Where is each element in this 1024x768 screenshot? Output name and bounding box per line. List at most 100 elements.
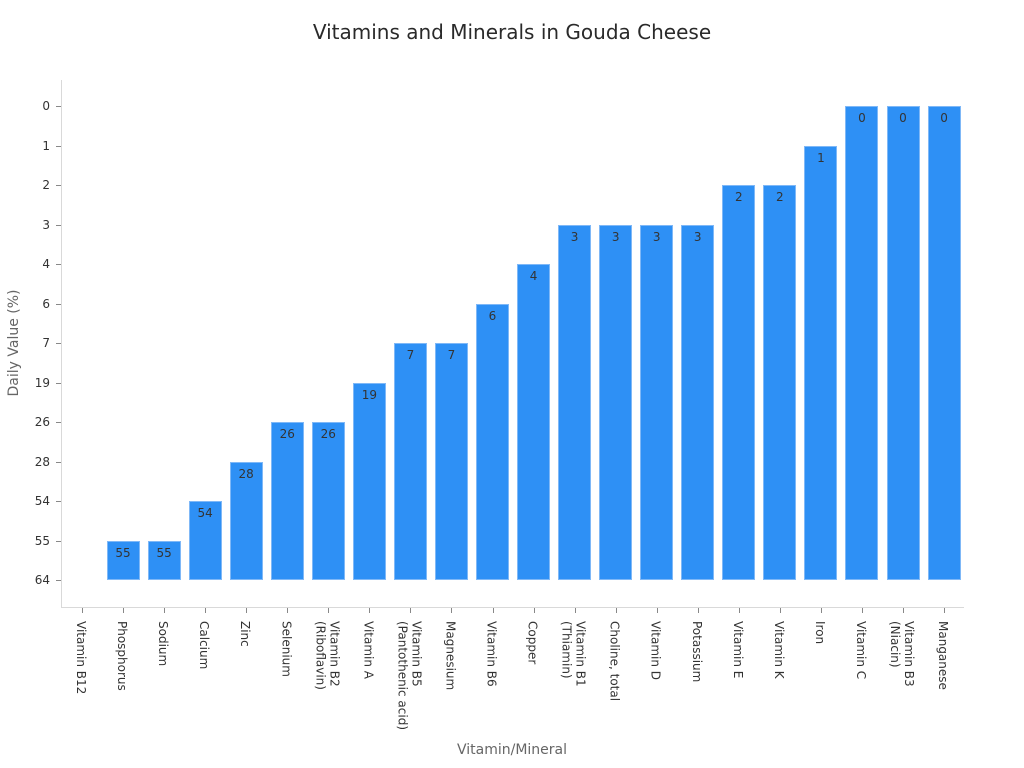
bar-value-label: 0 [858, 111, 866, 125]
y-tick-label: 2 [42, 178, 50, 192]
x-tick-label: Vitamin E [730, 621, 745, 679]
bar: 19 [352, 382, 386, 580]
bar: 26 [270, 422, 304, 580]
y-tick [56, 185, 61, 186]
bar-value-label: 3 [652, 229, 661, 244]
x-tick [944, 608, 946, 613]
bar: 4 [517, 264, 551, 580]
x-tick [738, 608, 740, 613]
y-tick-label: 55 [34, 533, 50, 548]
x-tick-label: Vitamin D [648, 621, 663, 681]
x-axis-title: Vitamin/Mineral [456, 742, 568, 758]
x-tick [492, 608, 494, 613]
y-tick-label: 54 [34, 494, 50, 508]
bar-value-label: 0 [899, 111, 907, 125]
y-tick-label: 64 [34, 573, 50, 587]
x-tick [574, 608, 576, 613]
x-tick-label: Vitamin B2 (Riboflavin) [313, 621, 342, 690]
bar: 7 [393, 343, 427, 580]
y-tick [56, 501, 61, 502]
bar-value-label: 2 [776, 190, 784, 204]
x-tick [533, 608, 535, 613]
bar: 3 [558, 224, 592, 580]
y-tick-label: 28 [34, 454, 50, 469]
x-tick [410, 608, 412, 613]
x-tick [123, 608, 125, 613]
bar: 7 [434, 343, 468, 580]
bar: 3 [599, 224, 633, 580]
bar-value-label: 28 [238, 466, 254, 481]
bar: 54 [188, 501, 222, 580]
x-tick-label: Calcium [197, 621, 212, 670]
x-tick [697, 608, 699, 613]
x-tick [287, 608, 289, 613]
bar-value-label: 26 [320, 427, 336, 441]
bar: 2 [763, 185, 797, 580]
x-tick-label: Zinc [238, 621, 253, 647]
y-tick [56, 343, 61, 344]
x-tick-label: Potassium [689, 621, 704, 683]
x-tick [656, 608, 658, 613]
x-tick [451, 608, 453, 613]
y-tick [56, 540, 61, 542]
y-tick-label: 1 [42, 138, 50, 153]
x-tick-label: Vitamin K [771, 621, 786, 679]
bar: 2 [722, 185, 756, 580]
bar: 3 [681, 224, 715, 580]
bar: 26 [311, 422, 345, 580]
y-tick [56, 145, 61, 147]
x-tick-label: Magnesium [443, 621, 458, 691]
bar-value-label: 55 [156, 545, 172, 560]
bar-value-label: 2 [734, 190, 743, 204]
y-tick-label: 26 [34, 415, 50, 429]
x-tick-label: Vitamin A [361, 621, 376, 679]
x-tick [328, 608, 330, 613]
bar-value-label: 7 [406, 348, 415, 362]
x-tick [861, 608, 863, 613]
y-tick [56, 580, 61, 581]
x-tick-label: Vitamin B12 [74, 621, 88, 695]
bar-value-label: 55 [115, 545, 131, 560]
x-tick-label: Phosphorus [115, 621, 130, 691]
bar: 28 [229, 461, 263, 580]
bar: 0 [886, 106, 920, 580]
y-tick [56, 106, 61, 107]
x-tick [82, 608, 83, 613]
y-tick [56, 461, 61, 463]
bar: 55 [106, 540, 140, 580]
x-tick [164, 608, 166, 613]
y-tick-label: 4 [42, 257, 50, 271]
y-tick-label: 6 [42, 296, 50, 311]
bar-value-label: 3 [570, 229, 579, 244]
bar: 1 [804, 145, 838, 580]
x-tick-label: Vitamin B5 (Pantothenic acid) [395, 621, 424, 731]
x-tick-label: Sodium [156, 621, 171, 667]
x-tick-label: Iron [812, 621, 827, 645]
bar: 6 [476, 303, 509, 580]
x-tick [205, 608, 207, 613]
x-tick-label: Vitamin B6 [484, 621, 499, 687]
bar: 55 [147, 540, 181, 580]
bar-value-label: 1 [817, 150, 825, 165]
x-tick-label: Selenium [279, 621, 294, 677]
y-tick-label: 3 [42, 217, 50, 232]
x-tick-label: Vitamin C [853, 621, 868, 680]
bar: 0 [927, 106, 961, 580]
plot-area: 55 55 54 28 26 26 19 7 7 6 4 3 3 3 3 2 2 1 0 0 0 [56, 80, 964, 613]
y-tick-label: 0 [42, 99, 50, 113]
y-tick [56, 422, 61, 423]
x-tick [369, 608, 371, 613]
x-tick [820, 608, 822, 613]
bar-value-label: 3 [611, 229, 620, 244]
x-tick-label: Vitamin B1 (Thiamin) [559, 621, 588, 687]
bar-value-label: 0 [940, 111, 948, 125]
x-tick [779, 608, 781, 613]
y-tick [56, 382, 61, 384]
x-tick-label: Vitamin B3 (Niacin) [888, 621, 916, 687]
x-tick [615, 608, 617, 613]
bar: 3 [640, 224, 674, 580]
chart-title: Vitamins and Minerals in Gouda Cheese [312, 20, 712, 44]
y-tick [56, 224, 61, 226]
bar-value-label: 7 [447, 348, 456, 362]
bar-value-label: 6 [488, 308, 497, 323]
